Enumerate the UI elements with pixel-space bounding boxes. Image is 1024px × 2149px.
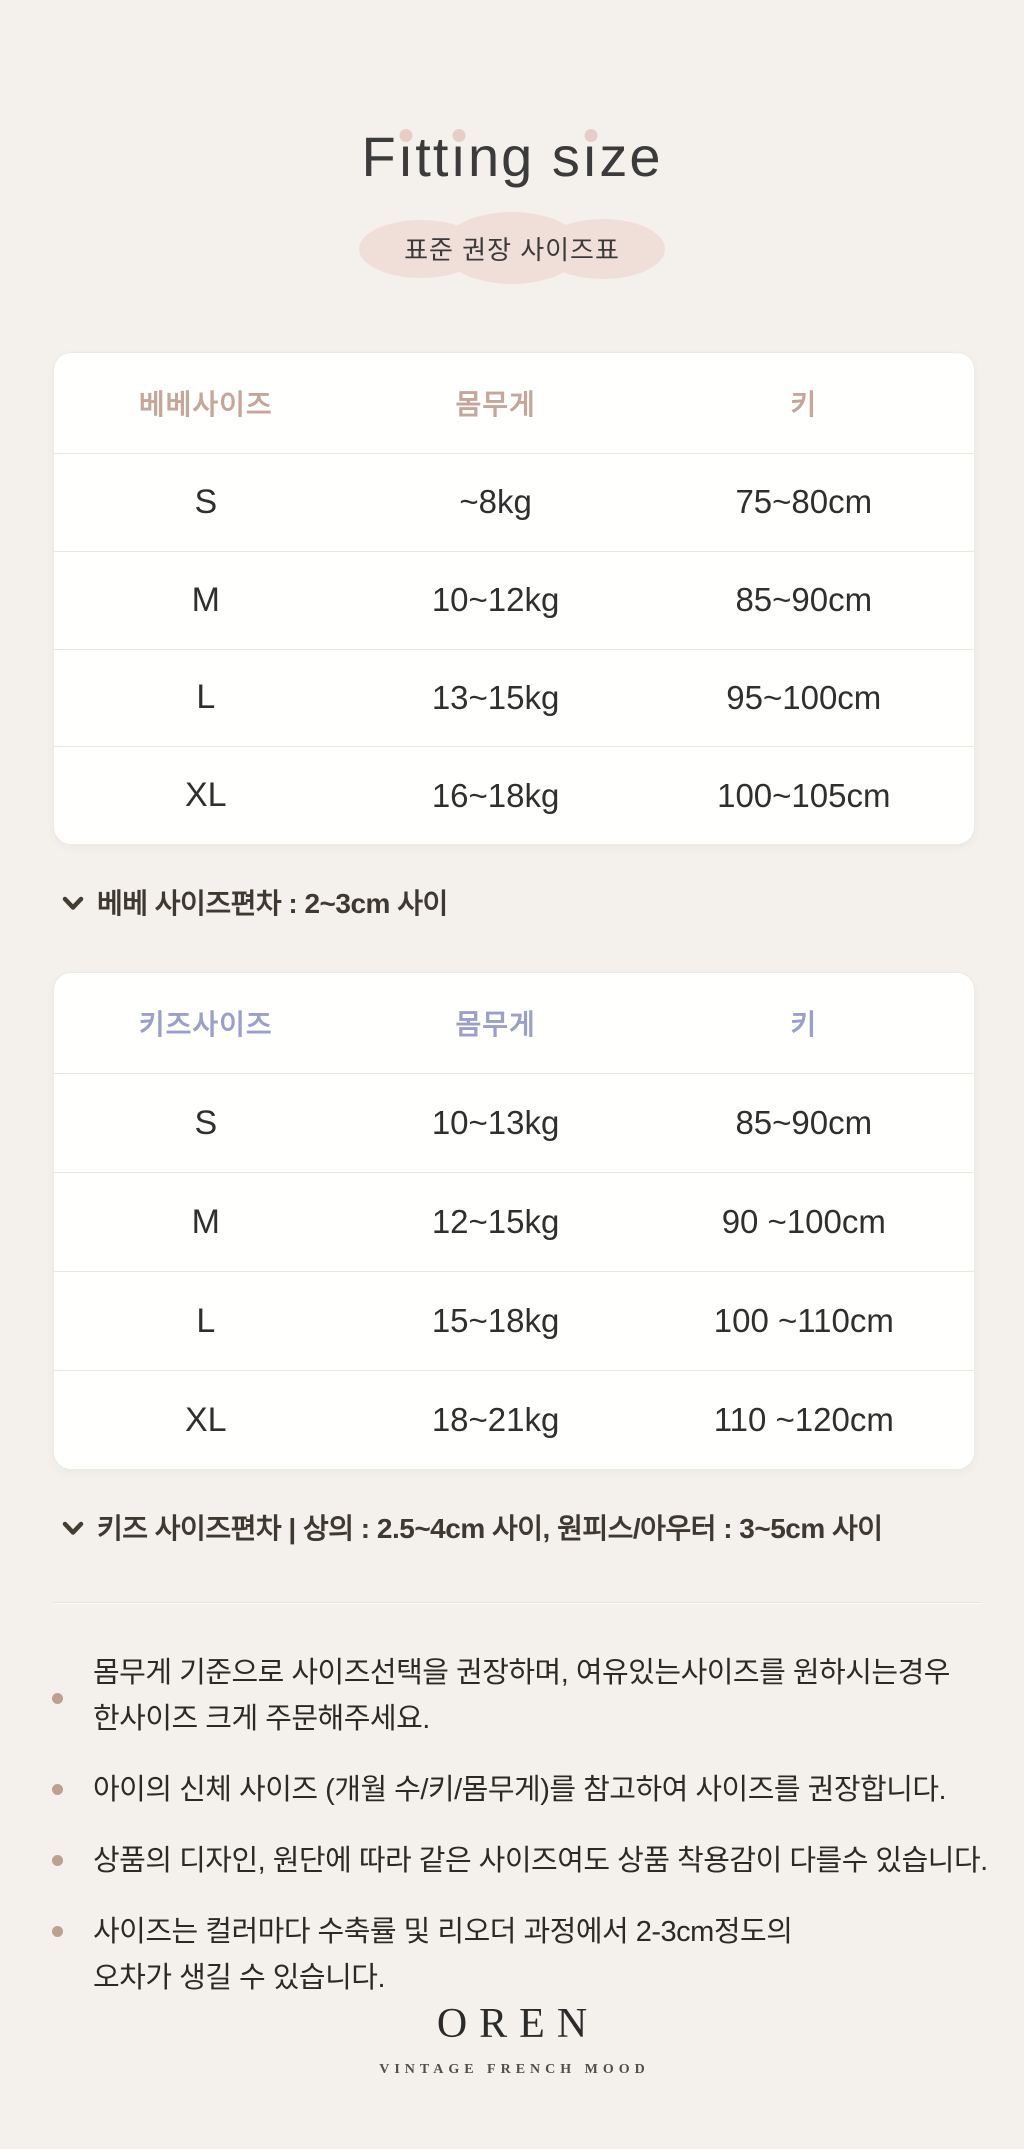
kids-size-note: 키즈 사이즈편차 | 상의 : 2.5~4cm 사이, 원피스/아우터 : 3~… [62,1509,883,1545]
list-item: 몸무게 기준으로 사이즈선택을 권장하며, 여유있는사이즈를 원하시는경우 한사… [52,1650,997,1742]
brand-tagline: VINTAGE FRENCH MOOD [379,2062,650,2077]
bebe-size-note: 베베 사이즈편차 : 2~3cm 사이 [62,884,448,920]
table-row: M 12~15kg 90 ~100cm [54,1172,974,1271]
height-cell: 75~80cm [735,483,873,521]
size-cell: L [196,1301,216,1340]
weight-cell: 13~15kg [431,678,560,716]
badge-cloud-shape [442,212,582,284]
badge-label: 표준 권장 사이즈표 [404,234,620,265]
weight-cell: ~8kg [459,483,532,521]
size-guide-notes: 몸무게 기준으로 사이즈선택을 권장하며, 여유있는사이즈를 원하시는경우 한사… [52,1650,997,2026]
size-cell: M [191,1202,220,1241]
brand-footer: OREN VINTAGE FRENCH MOOD [0,2000,1024,2078]
chevron-down-icon [62,896,84,910]
list-item: 아이의 신체 사이즈 (개월 수/키/몸무게)를 참고하여 사이즈를 권장합니다… [52,1767,997,1813]
column-header-size: 베베사이즈 [138,389,273,420]
height-cell: 85~90cm [735,1104,873,1141]
height-cell: 100~105cm [717,776,891,814]
table-row: L 15~18kg 100 ~110cm [54,1271,974,1370]
size-cell: XL [185,776,227,815]
column-header-size: 키즈사이즈 [138,1009,273,1040]
column-header-weight: 몸무게 [455,389,536,420]
table-row: XL 16~18kg 100~105cm [54,746,974,844]
note-text: 상품의 디자인, 원단에 따라 같은 사이즈여도 상품 착용감이 다를수 있습니… [93,1845,988,1877]
page-title: Fıttıng sıze [361,125,663,188]
list-item: 상품의 디자인, 원단에 따라 같은 사이즈여도 상품 착용감이 다를수 있습니… [52,1838,997,1884]
table-row: S 10~13kg 85~90cm [54,1073,974,1172]
height-cell: 100 ~110cm [713,1302,894,1339]
size-cell: M [191,580,220,619]
list-item: 사이즈는 컬러마다 수축률 및 리오더 과정에서 2-3cm정도의 오차가 생길… [52,1909,997,2001]
height-cell: 95~100cm [726,678,882,716]
table-row: S ~8kg 75~80cm [54,453,974,551]
size-cell: L [196,678,216,717]
table-row: M 10~12kg 85~90cm [54,550,974,649]
standard-size-badge: 표준 권장 사이즈표 [359,212,665,284]
weight-cell: 10~12kg [431,581,560,619]
chevron-down-icon [62,1521,84,1535]
weight-cell: 10~13kg [431,1104,560,1141]
weight-cell: 12~15kg [431,1203,560,1240]
column-header-height: 키 [790,1009,818,1040]
weight-cell: 18~21kg [431,1401,560,1438]
weight-cell: 16~18kg [431,776,560,814]
table-header-row: 베베사이즈 몸무게 키 [54,353,974,453]
height-cell: 110 ~120cm [713,1401,894,1438]
table-row: XL 18~21kg 110 ~120cm [54,1370,974,1469]
note-text: 아이의 신체 사이즈 (개월 수/키/몸무게)를 참고하여 사이즈를 권장합니다… [93,1774,947,1806]
note-text: 키즈 사이즈편차 | 상의 : 2.5~4cm 사이, 원피스/아우터 : 3~… [97,1513,883,1544]
table-header-row: 키즈사이즈 몸무게 키 [54,973,974,1073]
column-header-weight: 몸무게 [455,1009,536,1040]
kids-size-table: 키즈사이즈 몸무게 키 S 10~13kg 85~90cm M 12~15kg … [53,972,975,1470]
size-cell: XL [185,1400,227,1439]
height-cell: 85~90cm [735,581,873,619]
bebe-size-table: 베베사이즈 몸무게 키 S ~8kg 75~80cm M 10~12kg 85~… [53,352,975,845]
weight-cell: 15~18kg [431,1302,560,1339]
bullet-dot-icon [52,1855,63,1866]
bullet-dot-icon [52,1784,63,1795]
bullet-dot-icon [52,1926,63,1937]
section-divider [53,1602,981,1603]
height-cell: 90 ~100cm [721,1203,886,1240]
brand-logo: OREN [436,2001,600,2047]
column-header-height: 키 [790,389,818,420]
note-text: 사이즈는 컬러마다 수축률 및 리오더 과정에서 2-3cm정도의 오차가 생길… [93,1916,793,1994]
note-text: 베베 사이즈편차 : 2~3cm 사이 [97,888,448,919]
table-row: L 13~15kg 95~100cm [54,648,974,747]
bullet-dot-icon [52,1692,63,1704]
size-cell: S [194,482,218,521]
size-cell: S [194,1103,218,1142]
note-text: 몸무게 기준으로 사이즈선택을 권장하며, 여유있는사이즈를 원하시는경우 한사… [93,1657,950,1735]
